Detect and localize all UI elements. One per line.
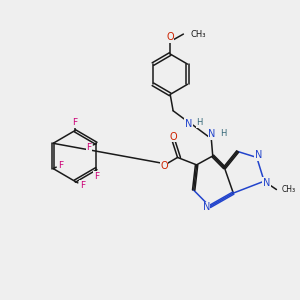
Text: CH₃: CH₃ — [282, 185, 296, 194]
Text: N: N — [263, 178, 270, 188]
Text: N: N — [255, 150, 262, 160]
Text: CH₃: CH₃ — [191, 30, 206, 39]
Text: F: F — [80, 181, 85, 190]
Text: N: N — [208, 129, 216, 139]
Text: H: H — [220, 129, 226, 138]
Text: O: O — [169, 132, 177, 142]
Text: F: F — [58, 160, 63, 169]
Text: O: O — [167, 32, 174, 42]
Text: O: O — [160, 161, 168, 171]
Text: F: F — [86, 143, 91, 152]
Text: N: N — [185, 118, 192, 128]
Text: H: H — [196, 118, 203, 127]
Text: N: N — [202, 202, 210, 212]
Text: F: F — [94, 172, 99, 181]
Text: F: F — [72, 118, 77, 127]
